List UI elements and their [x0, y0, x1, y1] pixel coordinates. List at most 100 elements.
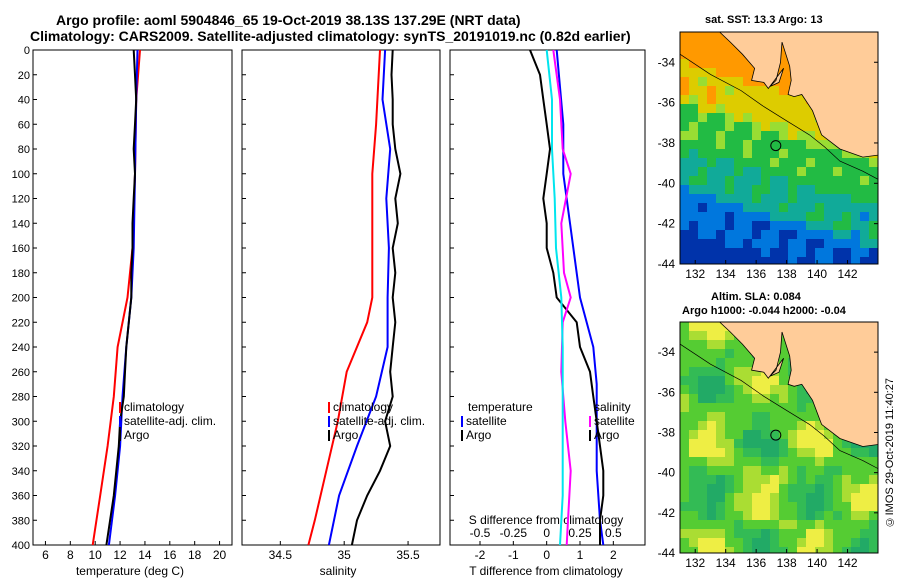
depth-tick-label: 300 — [12, 416, 30, 428]
map-cell — [851, 158, 861, 168]
map-cell — [707, 502, 717, 512]
series-argo — [350, 49, 402, 546]
sdiff-tick-label: -0.25 — [500, 526, 528, 540]
map-cell — [779, 95, 789, 105]
map-cell — [833, 203, 843, 213]
map-cell — [851, 203, 861, 213]
sst-map-lat-label: -40 — [658, 176, 676, 190]
temperature-x-tick-label: 18 — [188, 548, 202, 562]
map-cell — [824, 529, 834, 539]
map-cell — [698, 158, 708, 168]
map-cell — [689, 122, 699, 132]
map-cell — [770, 248, 780, 258]
depth-tick-label: 240 — [12, 342, 30, 354]
map-cell — [824, 221, 834, 231]
map-cell — [851, 502, 861, 512]
map-cell — [788, 520, 798, 530]
map-cell — [689, 511, 699, 521]
map-cell — [716, 86, 726, 96]
map-cell — [707, 113, 717, 123]
map-cell — [698, 194, 708, 204]
map-cell — [716, 457, 726, 467]
sdiff-tick-label: 0 — [543, 526, 550, 540]
map-cell — [725, 385, 735, 395]
map-cell — [734, 122, 744, 132]
map-cell — [797, 412, 807, 422]
map-cell — [824, 520, 834, 530]
map-cell — [851, 538, 861, 548]
map-cell — [716, 59, 726, 69]
depth-tick-label: 260 — [12, 367, 30, 379]
map-cell — [752, 547, 762, 553]
map-cell — [725, 104, 735, 114]
map-cell — [815, 448, 825, 458]
map-cell — [734, 385, 744, 395]
map-cell — [716, 547, 726, 553]
temperature-x-tick-label: 20 — [213, 548, 227, 562]
map-cell — [851, 257, 861, 264]
map-cell — [707, 122, 717, 132]
map-cell — [797, 104, 807, 114]
map-cell — [824, 430, 834, 440]
map-cell — [698, 41, 708, 51]
map-cell — [851, 221, 861, 231]
map-cell — [824, 230, 834, 240]
map-cell — [725, 502, 735, 512]
map-cell — [806, 149, 816, 159]
legend-salinity-title: salinity — [594, 400, 631, 414]
map-cell — [770, 376, 780, 386]
map-cell — [743, 367, 753, 377]
map-cell — [869, 529, 878, 539]
map-cell — [743, 221, 753, 231]
map-cell — [689, 158, 699, 168]
map-cell — [725, 212, 735, 222]
map-cell — [797, 538, 807, 548]
map-cell — [698, 367, 708, 377]
map-cell — [788, 430, 798, 440]
map-cell — [815, 475, 825, 485]
map-cell — [707, 403, 717, 413]
map-cell — [725, 194, 735, 204]
map-cell — [788, 185, 798, 195]
map-cell — [716, 367, 726, 377]
map-cell — [824, 167, 834, 177]
map-cell — [806, 547, 816, 553]
map-cell — [779, 430, 789, 440]
map-cell — [689, 167, 699, 177]
map-cell — [797, 439, 807, 449]
map-cell — [725, 158, 735, 168]
sst-map-lat-label: -36 — [658, 96, 676, 110]
map-cell — [743, 403, 753, 413]
salinity-x-tick-label: 34.5 — [269, 548, 293, 562]
map-cell — [851, 520, 861, 530]
map-cell — [680, 412, 690, 422]
map-cell — [725, 484, 735, 494]
map-cell — [752, 376, 762, 386]
map-cell — [707, 457, 717, 467]
map-cell — [815, 239, 825, 249]
map-cell — [788, 203, 798, 213]
map-cell — [752, 158, 762, 168]
map-cell — [842, 466, 852, 476]
map-cell — [698, 340, 708, 350]
map-cell — [788, 403, 798, 413]
map-cell — [734, 95, 744, 105]
sst-map: -34 -36 -38 -40 -42 -44 132 134 136 138 140 142 — [658, 31, 879, 281]
map-cell — [698, 68, 708, 78]
map-cell — [707, 394, 717, 404]
map-cell — [725, 221, 735, 231]
map-cell — [815, 185, 825, 195]
map-cell — [698, 167, 708, 177]
map-cell — [797, 385, 807, 395]
map-cell — [734, 412, 744, 422]
map-cell — [770, 493, 780, 503]
legend-climatology-label: climatology — [124, 400, 184, 414]
sla-map-field — [680, 322, 878, 553]
map-cell — [752, 439, 762, 449]
map-cell — [689, 203, 699, 213]
map-cell — [860, 239, 870, 249]
depth-tick-label: 120 — [12, 194, 30, 206]
map-cell — [725, 358, 735, 368]
map-cell — [689, 430, 699, 440]
map-cell — [860, 212, 870, 222]
